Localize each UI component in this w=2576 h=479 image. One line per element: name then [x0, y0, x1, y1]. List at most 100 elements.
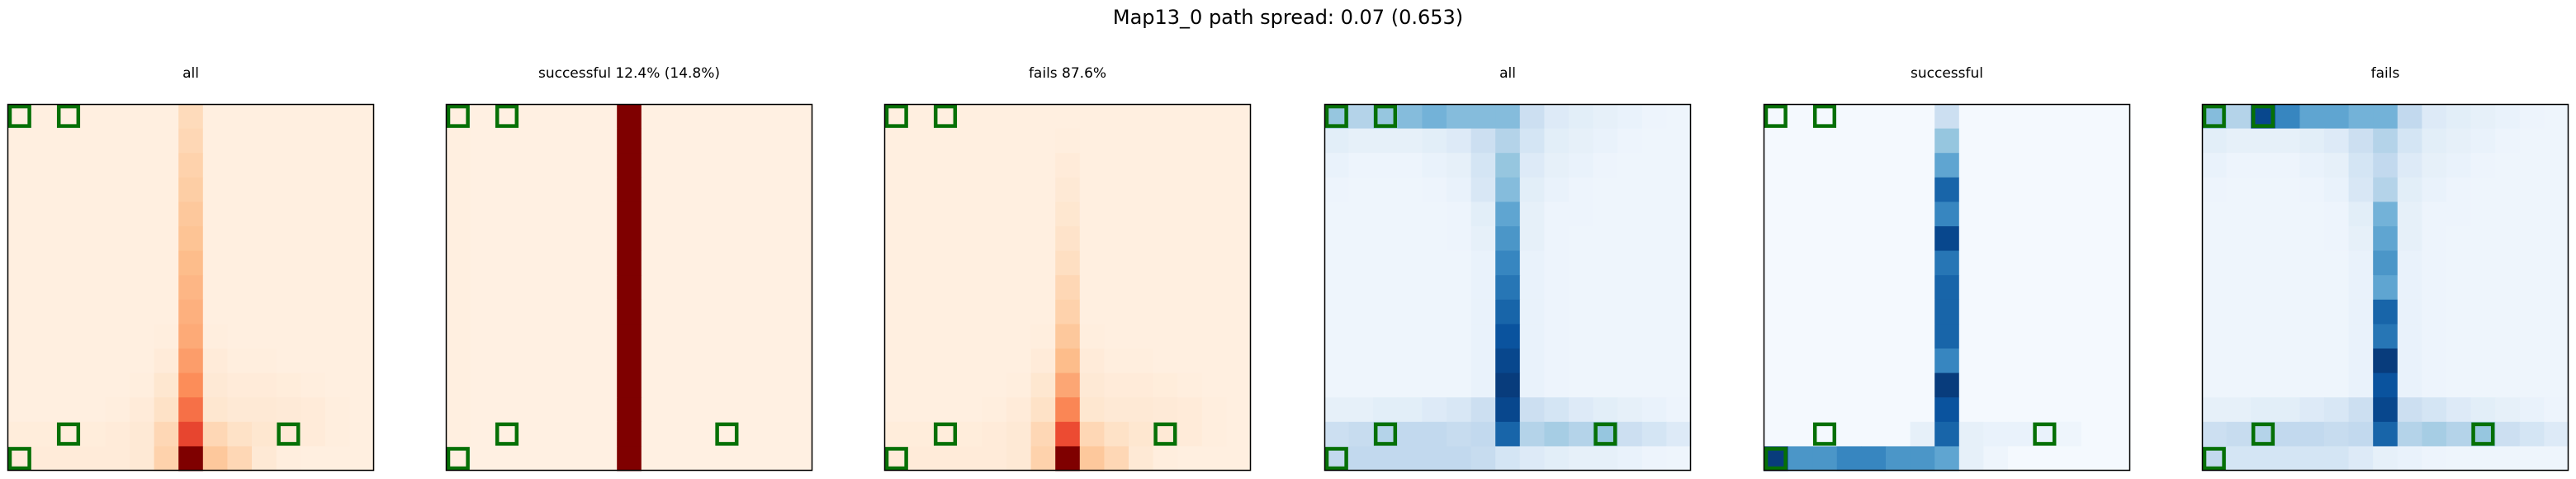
heatmap-cell	[202, 226, 228, 251]
heatmap-cell	[617, 372, 642, 398]
heatmap-cell	[2226, 275, 2252, 301]
heatmap-cell	[495, 372, 520, 398]
heatmap-cell	[2081, 104, 2106, 129]
heatmap-cell	[2348, 128, 2374, 154]
heatmap-cell	[2373, 349, 2398, 373]
heatmap-cell	[7, 397, 32, 423]
heatmap-cell	[1201, 202, 1227, 227]
heatmap-cell	[202, 421, 228, 447]
heatmap-cell	[324, 275, 350, 301]
heatmap-cell	[105, 299, 130, 325]
heatmap-cell	[2008, 104, 2033, 129]
heatmap-cell	[519, 202, 544, 227]
heatmap-cell	[1910, 104, 1935, 129]
heatmap-cell	[1153, 226, 1178, 251]
heatmap-cell	[495, 226, 520, 251]
heatmap-cell	[1861, 177, 1887, 202]
heatmap-cell	[2519, 250, 2545, 276]
heatmap-cell	[1422, 250, 1447, 276]
heatmap-cell	[2032, 397, 2057, 423]
heatmap-cell	[1934, 250, 1960, 276]
heatmap-cell	[1324, 202, 1349, 227]
heatmap-cell	[1495, 128, 1521, 154]
heatmap-cell	[178, 299, 204, 325]
heatmap-cell	[1201, 372, 1227, 398]
heatmap-cell	[2373, 275, 2398, 301]
marker-square	[2471, 422, 2495, 446]
heatmap-cell	[1055, 153, 1081, 178]
heatmap-cell	[2446, 153, 2471, 178]
heatmap-cell	[2348, 104, 2374, 129]
heatmap-cell	[2299, 397, 2325, 423]
heatmap-cell	[1006, 421, 1031, 447]
heatmap-cell	[543, 153, 569, 178]
marker-square	[446, 104, 470, 128]
heatmap-cell	[739, 324, 765, 349]
heatmap-cell	[2299, 324, 2325, 349]
heatmap-cell	[1812, 202, 1838, 227]
heatmap-cell	[617, 299, 642, 325]
heatmap-cell	[1470, 397, 1496, 423]
heatmap-cell	[2446, 104, 2471, 129]
heatmap-cell	[641, 226, 666, 251]
heatmap-cell	[1055, 104, 1081, 129]
heatmap-cell	[1836, 275, 1862, 301]
heatmap-cell	[2519, 299, 2545, 325]
heatmap-cell	[2251, 128, 2276, 154]
heatmap-cell	[7, 202, 32, 227]
heatmap-cell	[1447, 177, 1471, 202]
heatmap-cell	[1422, 128, 1447, 154]
heatmap-cell	[763, 421, 788, 447]
heatmap-cell	[1324, 397, 1349, 423]
heatmap-cell	[568, 372, 593, 398]
heatmap-cell	[1958, 202, 1984, 227]
heatmap-cell	[1836, 128, 1862, 154]
heatmap-cell	[276, 226, 301, 251]
heatmap-cell	[1324, 250, 1349, 276]
heatmap-cell	[7, 128, 32, 154]
heatmap-cell	[31, 153, 57, 178]
heatmap-cell	[908, 104, 934, 129]
heatmap-cell	[1129, 226, 1153, 251]
heatmap-cell	[1886, 299, 1911, 325]
heatmap-cell	[2105, 226, 2131, 251]
heatmap-cell	[957, 372, 983, 398]
heatmap-cell	[2105, 250, 2131, 276]
heatmap-cell	[982, 446, 1007, 472]
heatmap-cell	[908, 153, 934, 178]
heatmap-cell	[7, 275, 32, 301]
heatmap-cell	[1910, 299, 1935, 325]
heatmap-cell	[1470, 177, 1496, 202]
heatmap-cell	[56, 153, 82, 178]
panel-3-heatmap	[883, 103, 1252, 472]
heatmap-cell	[1836, 349, 1862, 373]
heatmap-cell	[690, 104, 715, 129]
heatmap-cell	[1177, 446, 1203, 472]
heatmap-cell	[982, 250, 1007, 276]
heatmap-cell	[1544, 177, 1570, 202]
heatmap-cell	[788, 177, 813, 202]
heatmap-cell	[470, 153, 495, 178]
heatmap-cell	[2081, 372, 2106, 398]
heatmap-cell	[105, 397, 130, 423]
heatmap-cell	[2202, 226, 2227, 251]
heatmap-cell	[470, 128, 495, 154]
heatmap-cell	[1495, 177, 1521, 202]
heatmap-cell	[1006, 104, 1031, 129]
heatmap-cell	[568, 349, 593, 373]
heatmap-cell	[1764, 372, 1788, 398]
heatmap-cell	[2495, 128, 2521, 154]
heatmap-cell	[1373, 275, 1399, 301]
heatmap-cell	[178, 397, 204, 423]
heatmap-cell	[1983, 299, 2009, 325]
heatmap-cell	[1617, 250, 1643, 276]
heatmap-cell	[1836, 250, 1862, 276]
heatmap-cell	[1226, 372, 1252, 398]
heatmap-cell	[2032, 372, 2057, 398]
heatmap-cell	[2251, 177, 2276, 202]
heatmap-cell	[1177, 275, 1203, 301]
heatmap-cell	[2032, 349, 2057, 373]
heatmap-cell	[617, 324, 642, 349]
heatmap-cell	[1079, 372, 1105, 398]
marker-square	[2251, 422, 2275, 446]
